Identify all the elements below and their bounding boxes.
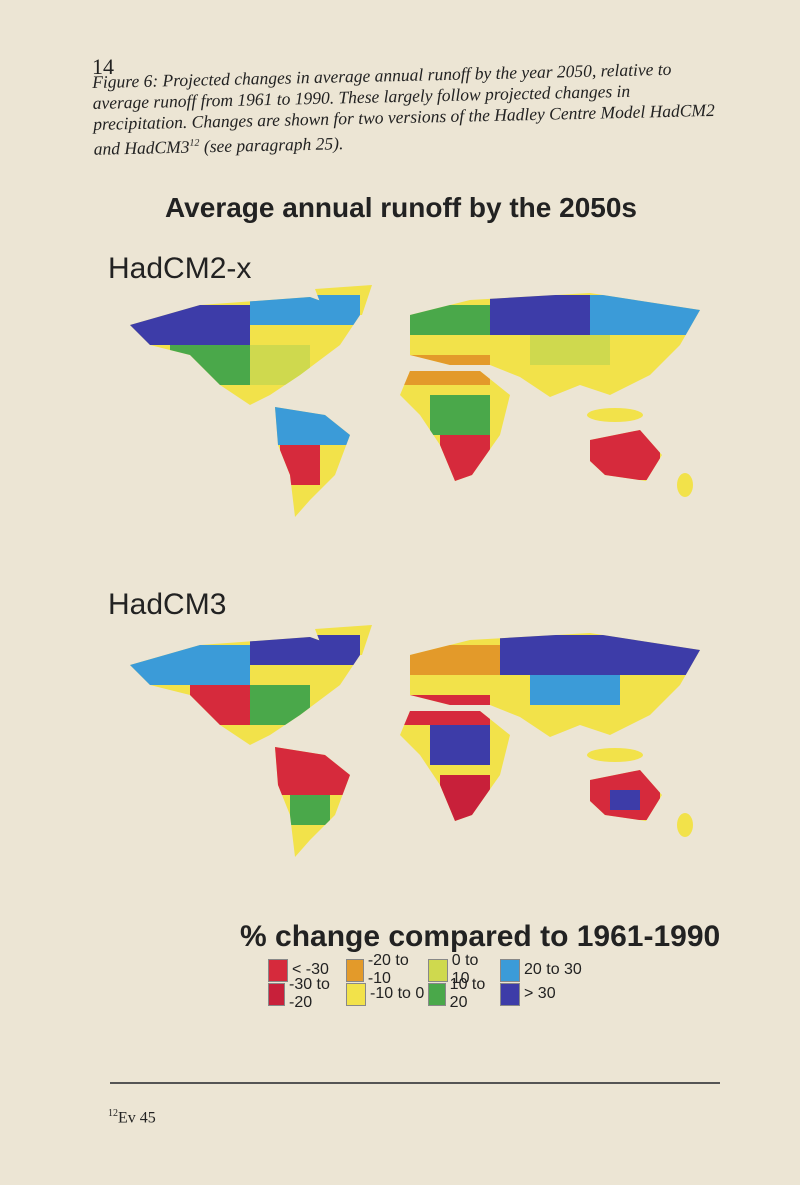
legend-item: 0 to 10	[428, 952, 500, 987]
legend-item: -10 to 0	[346, 982, 428, 1006]
legend: < -30 -30 to -20 -20 to -10 -10 to 0 0 to 10…	[268, 952, 590, 1011]
legend-label: 0 to 10	[451, 952, 479, 987]
world-map	[130, 625, 700, 857]
legend-item: 20 to 30	[500, 958, 590, 982]
legend-label: -10 to 0	[370, 985, 425, 1002]
footnote: 12Ev 45	[108, 1108, 156, 1127]
legend-label: -20 to -10	[367, 952, 409, 987]
legend-label: -30 to -20	[288, 976, 330, 1011]
figure-title: Average annual runoff by the 2050s	[165, 192, 637, 223]
legend-swatch	[346, 958, 364, 982]
caption: Figure 6: Projected changes in average a…	[92, 58, 719, 160]
legend-item: -20 to -10	[346, 952, 428, 987]
caption-text: Figure 6: Projected changes in average a…	[92, 58, 715, 159]
legend-item: < -30	[268, 958, 346, 982]
legend-swatch	[500, 958, 520, 982]
legend-swatch	[268, 958, 288, 982]
footnote-superscript: 12	[108, 1108, 118, 1119]
legend-item: 10 to 20	[428, 976, 500, 1011]
map-fill	[130, 285, 700, 517]
legend-swatch	[346, 982, 366, 1006]
map-fill	[130, 625, 700, 857]
legend-title: % change compared to 1961-1990	[240, 920, 721, 953]
footnote-text: Ev 45	[118, 1109, 156, 1127]
map-label: HadCM3	[108, 588, 227, 621]
legend-item: -30 to -20	[268, 976, 346, 1011]
footnote-rule	[110, 1082, 720, 1084]
legend-item: > 30	[500, 982, 590, 1006]
world-map	[130, 285, 700, 517]
legend-label: 20 to 30	[524, 961, 582, 978]
legend-swatch	[428, 982, 446, 1006]
caption-tail: (see paragraph 25).	[199, 133, 344, 157]
legend-swatch	[428, 958, 448, 982]
page-number: 14	[92, 54, 114, 79]
legend-label: 10 to 20	[449, 976, 486, 1011]
legend-label: < -30	[292, 961, 329, 978]
legend-swatch	[500, 982, 520, 1006]
map-label: HadCM2-x	[108, 252, 252, 285]
caption-superscript: 12	[189, 137, 200, 149]
legend-swatch	[268, 982, 285, 1006]
legend-label: > 30	[524, 985, 556, 1002]
